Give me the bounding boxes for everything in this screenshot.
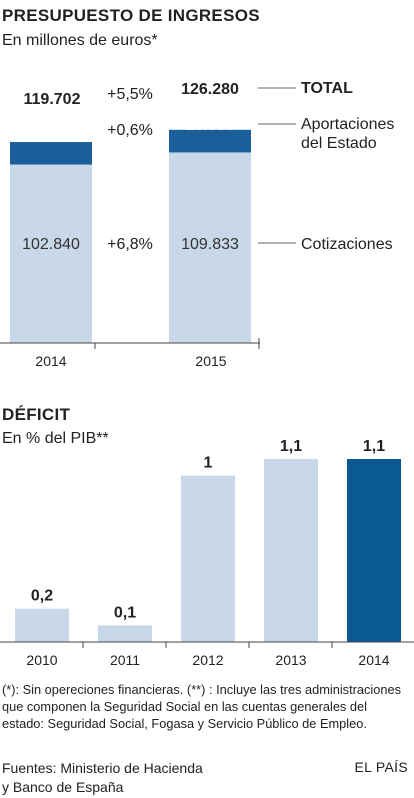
chart2-plot: 0,2 2010 0,1 2011 1 2012 1,1 2013 1,1 2014 <box>0 438 414 668</box>
aportaciones-label-2014: 12.982 <box>27 127 76 144</box>
cotizaciones-label-2014: 102.840 <box>22 236 80 253</box>
deficit-category-label-2014: 2014 <box>358 652 389 668</box>
deficit-bar-2010 <box>15 608 69 642</box>
bar-cotizaciones-2014 <box>10 164 92 343</box>
total-label-2014: 119.702 <box>24 91 81 108</box>
cotizaciones-label-2015: 109.833 <box>181 236 239 253</box>
aportaciones-label-2015: 13.055 <box>186 117 235 134</box>
legend-aportaciones-line1: Aportaciones <box>301 116 394 133</box>
bar-aportaciones-2015 <box>169 129 251 153</box>
deficit-category-label-2010: 2010 <box>26 652 57 668</box>
legend-total: TOTAL <box>301 80 353 97</box>
deficit-bar-2013 <box>264 459 318 642</box>
footnote: (*): Sin opereciones financieras. (**) :… <box>2 682 402 731</box>
bar-aportaciones-2014 <box>10 142 92 165</box>
deficit-value-label-2010: 0,2 <box>31 588 53 605</box>
legend-aportaciones-line2: del Estado <box>301 135 377 152</box>
deficit-value-label-2014: 1,1 <box>363 438 385 455</box>
category-label-2014: 2014 <box>35 353 66 369</box>
legend-cotizaciones: Cotizaciones <box>301 236 393 253</box>
total-growth: +5,5% <box>107 86 153 103</box>
deficit-value-label-2013: 1,1 <box>280 438 302 455</box>
total-label-2015: 126.280 <box>181 81 239 98</box>
deficit-category-label-2011: 2011 <box>110 652 140 668</box>
category-label-2015: 2015 <box>195 353 226 369</box>
deficit-category-label-2013: 2013 <box>275 652 306 668</box>
chart1-plot: 119.702 126.280 12.982 13.055 102.840 10… <box>0 80 394 369</box>
sources-line1: Fuentes: Ministerio de Hacienda <box>2 760 203 776</box>
aportaciones-growth: +0,6% <box>107 122 153 139</box>
deficit-category-label-2012: 2012 <box>192 652 223 668</box>
deficit-value-label-2011: 0,1 <box>114 604 136 621</box>
deficit-bar-2011 <box>98 625 152 642</box>
credit: EL PAÍS <box>354 759 408 775</box>
sources: Fuentes: Ministerio de Hacienda y Banco … <box>2 759 203 797</box>
bar-cotizaciones-2015 <box>169 152 251 343</box>
sources-line2: y Banco de España <box>2 779 124 795</box>
chart2-subtitle: En % del PIB** <box>2 430 109 447</box>
deficit-bar-2012 <box>181 475 235 642</box>
chart2-title: DÉFICIT <box>2 405 71 424</box>
deficit-bar-2014 <box>347 459 401 642</box>
deficit-value-label-2012: 1 <box>204 455 213 472</box>
cotizaciones-growth: +6,8% <box>107 236 153 253</box>
chart1-title: PRESUPUESTO DE INGRESOS <box>2 6 260 25</box>
chart1-subtitle: En millones de euros* <box>2 32 158 49</box>
